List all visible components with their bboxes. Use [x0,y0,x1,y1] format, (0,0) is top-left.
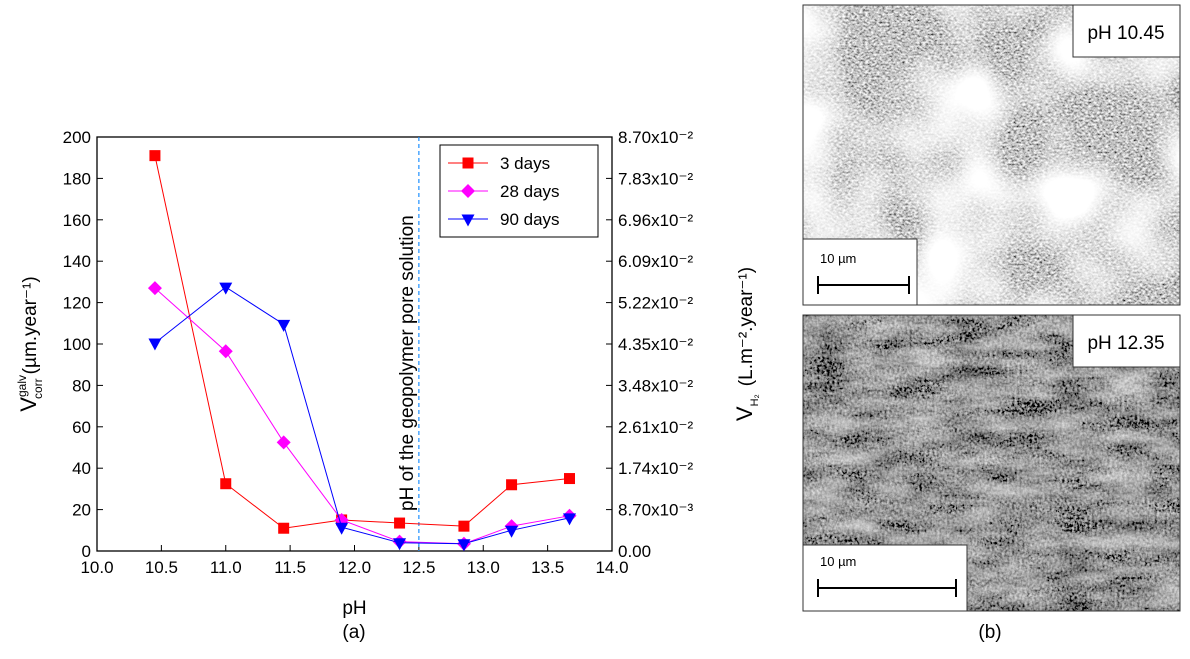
y-axis-label: Vgalv corr (µm.year⁻¹) [15,276,45,411]
marker [462,157,474,169]
series-line [154,287,570,545]
label-part: V [16,397,41,412]
frame [802,4,1181,306]
caption: (b) [978,622,1001,643]
marker [457,539,471,552]
legend-label: 90 days [500,210,560,229]
sem-panel: pH 12.35 10 µm [802,314,1181,612]
marker [278,522,290,534]
marker [277,319,291,332]
panel-label: pH 12.35 [1087,333,1164,354]
y-tick-label: 0 [82,542,91,561]
y2-tick-label: 6.96x10⁻² [618,211,693,230]
y2-axis-label: VH₂ (L.m⁻².year⁻¹) [732,267,761,421]
y2-tick-label: 4.35x10⁻² [618,335,693,354]
marker [149,150,161,162]
marker [148,338,162,351]
x-tick-label: 11.0 [210,558,242,577]
annotation: pH of the geopolymer pore solution [397,215,418,511]
x-tick-label: 13.5 [531,558,564,577]
marker [394,517,406,529]
y2-tick-label: 1.74x10⁻² [618,459,693,478]
chart: 10.0 10.5 11.0 11.5 12.0 12.5 13.0 13.5 14.0 0 20 4… [15,128,761,619]
marker [393,538,407,551]
scale-label: 10 µm [820,554,856,569]
legend: 3 days 28 days 90 days [439,144,599,238]
label-sub: H₂ [749,394,761,406]
marker [219,282,233,295]
marker [220,478,232,490]
marker [218,344,233,359]
y2-tick-label: 8.70x10⁻² [618,128,693,147]
x-tick-label: 12.0 [338,558,371,577]
scale-bar [817,579,957,597]
label-sup: galv [15,375,29,397]
x-tick-label: 14.0 [595,558,628,577]
label-sub: corr [31,378,45,399]
y2-tick-label: 5.22x10⁻² [618,294,693,313]
y2-tick-label: 7.83x10⁻² [618,169,693,188]
legend-label: 3 days [500,154,550,173]
y2-tick-label: 0.00 [618,542,651,561]
y-tick-label: 140 [63,252,91,271]
panel-label: pH 10.45 [1087,23,1164,44]
y2-tick-label: 3.48x10⁻² [618,376,693,395]
y2-tick-label: 2.61x10⁻² [618,418,693,437]
x-tick-label: 10.5 [145,558,178,577]
marker [461,184,475,198]
x-tick-label: 13.0 [467,558,500,577]
y-tick-label: 180 [63,169,91,188]
y-tick-label: 40 [72,459,91,478]
marker [458,520,470,532]
y2-tick-label: 6.09x10⁻² [618,252,693,271]
y2-tick-label: 8.70x10⁻³ [618,501,693,520]
y-tick-label: 20 [72,501,91,520]
marker [563,513,577,526]
marker [461,214,475,227]
x-tick-label: 11.5 [274,558,306,577]
y-tick-label: 200 [63,128,91,147]
x-tick-label: 10.0 [80,558,113,577]
scale-bar [817,276,910,294]
scale-box [802,544,968,612]
label-part: V [732,406,757,421]
frame [802,314,1181,612]
y-tick-label: 100 [63,335,91,354]
sem-panel: pH 10.45 10 µm [802,4,1181,306]
marker [335,522,349,535]
y-tick-label: 80 [72,376,91,395]
marker [506,479,518,491]
y-tick-label: 60 [72,418,91,437]
marker [276,435,291,450]
scale-label: 10 µm [820,251,856,266]
y-tick-label: 120 [63,294,91,313]
label-box [1072,4,1181,58]
x-axis-label: pH [342,598,366,619]
label-box [1072,314,1181,368]
marker [564,473,576,485]
series-line [154,286,570,545]
x-tick-label: 12.5 [402,558,435,577]
label-part: (L.m⁻².year⁻¹) [736,267,757,386]
scale-box [802,238,918,306]
legend-label: 28 days [500,182,560,201]
label-part: (µm.year⁻¹) [20,276,41,374]
marker [505,525,519,538]
caption: (a) [342,622,365,643]
series-line [154,155,570,529]
marker [147,281,162,296]
y-tick-label: 160 [63,211,91,230]
